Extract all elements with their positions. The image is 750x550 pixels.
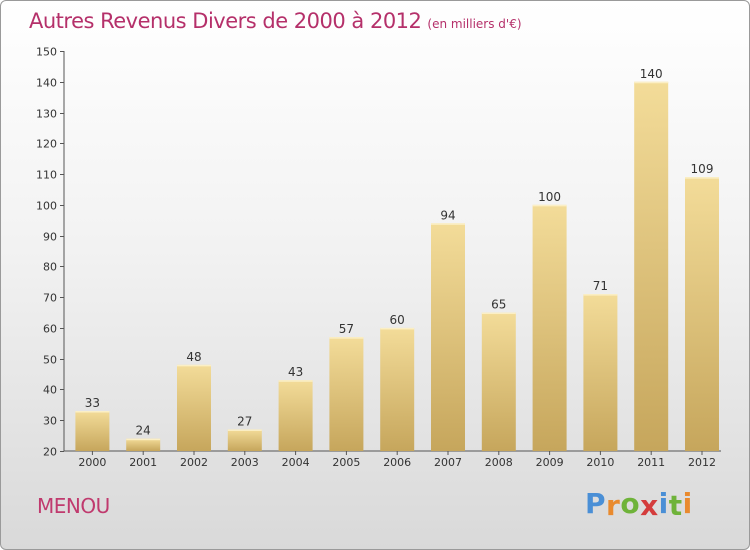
commune-name: MENOU [37, 494, 110, 518]
data-label: 48 [186, 350, 201, 364]
data-label: 100 [538, 190, 561, 204]
bar-top-edge [431, 223, 465, 225]
y-tick-label: 50 [43, 354, 57, 367]
y-tick-label: 140 [36, 77, 57, 90]
bar-top-edge [227, 429, 262, 431]
x-tick-label: 2005 [332, 456, 360, 469]
data-label: 65 [491, 298, 506, 312]
data-label: 33 [85, 396, 100, 410]
chart-title: Autres Revenus Divers de 2000 à 2012 (en … [29, 9, 522, 33]
bar-top-edge [126, 438, 161, 441]
logo-letter: i [658, 487, 669, 520]
y-tick-label: 20 [43, 446, 57, 459]
y-tick-label: 60 [43, 323, 57, 336]
chart-title-text: Autres Revenus Divers de 2000 à 2012 [29, 9, 422, 33]
logo-letter: r [606, 489, 621, 522]
data-label: 24 [136, 424, 151, 438]
bar-2010 [583, 294, 618, 451]
bar-top-edge [634, 81, 669, 84]
bar-2007 [431, 223, 465, 451]
bar-2004 [278, 380, 313, 451]
bar-top-edge [177, 364, 211, 367]
bar-top-edge [481, 312, 516, 315]
y-tick-label: 90 [43, 231, 57, 244]
x-tick-label: 2007 [434, 456, 462, 469]
bar-top-edge [532, 204, 567, 207]
logo-letter: t [668, 489, 683, 522]
y-tick-label: 150 [36, 46, 57, 59]
bar-2006 [380, 327, 415, 451]
chart-axes: 20 30 40 50 60 70 80 90 100 110 120 130 140 150 [36, 46, 721, 459]
bar-top-edge [583, 294, 618, 296]
x-tick-label: 2009 [536, 456, 564, 469]
y-tick-label: 110 [36, 169, 57, 182]
x-tick-label: 2002 [180, 456, 208, 469]
y-tick-label: 80 [43, 261, 57, 274]
data-label: 27 [237, 414, 252, 428]
x-tick-label: 2004 [282, 456, 310, 469]
bar-2011 [634, 81, 669, 452]
chart-bars [75, 81, 719, 452]
data-label: 94 [440, 208, 455, 222]
y-tick-label: 100 [36, 200, 57, 213]
proxiti-logo: Proxiti [585, 487, 693, 522]
bar-top-edge [329, 337, 364, 339]
logo-letter: i [682, 487, 693, 520]
bar-2005 [329, 337, 364, 451]
x-tick-label: 2003 [231, 456, 259, 469]
y-tick-label: 40 [43, 384, 57, 397]
logo-letter: P [585, 487, 607, 520]
x-tick-label: 2012 [688, 456, 716, 469]
y-tick-label: 70 [43, 292, 57, 305]
bar-top-edge [380, 327, 415, 330]
x-tick-label: 2001 [129, 456, 157, 469]
y-tick-label: 130 [36, 108, 57, 121]
bar-top-edge [278, 380, 313, 382]
data-label: 60 [390, 313, 405, 327]
logo-letter: x [640, 489, 659, 522]
bar-2012 [685, 177, 719, 451]
chart-unit: (en milliers d'€) [427, 17, 522, 31]
x-tick-label: 2011 [637, 456, 665, 469]
bar-2008 [481, 312, 516, 451]
data-label: 43 [288, 365, 303, 379]
x-tick-label: 2010 [586, 456, 614, 469]
bar-top-edge [685, 177, 719, 179]
bar-top-edge [75, 411, 110, 413]
y-tick-label: 30 [43, 415, 57, 428]
bar-2003 [227, 429, 262, 451]
chart-labels: 2000 33 2001 24 2002 48 2003 27 2004 43 2005 57 2006… [78, 67, 716, 469]
logo-letter: o [620, 487, 641, 520]
data-label: 140 [640, 67, 663, 81]
data-label: 57 [339, 322, 354, 336]
y-tick-label: 120 [36, 138, 57, 151]
bar-2002 [177, 364, 211, 451]
bar-2001 [126, 438, 161, 451]
bar-2000 [75, 411, 110, 451]
x-tick-label: 2008 [485, 456, 513, 469]
x-tick-label: 2000 [78, 456, 106, 469]
bar-2009 [532, 204, 567, 451]
data-label: 71 [593, 279, 608, 293]
data-label: 109 [691, 162, 714, 176]
x-tick-label: 2006 [383, 456, 411, 469]
